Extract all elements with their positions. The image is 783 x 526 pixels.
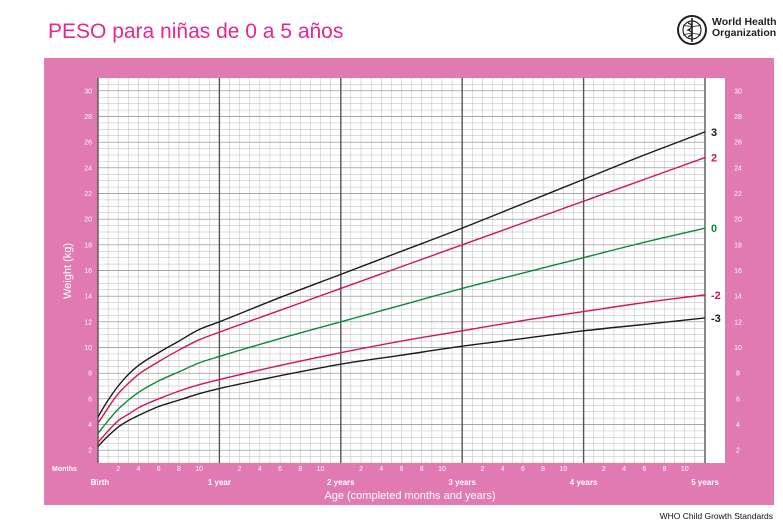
series-label--2: -2 xyxy=(711,290,721,302)
y-tick-label-left: 14 xyxy=(84,294,92,301)
month-tick-label: 6 xyxy=(278,466,282,473)
y-tick-label-right: 6 xyxy=(736,396,740,403)
y-tick-label-left: 26 xyxy=(84,140,92,147)
chart-title: PESO para niñas de 0 a 5 años xyxy=(48,20,344,43)
month-tick-label: 6 xyxy=(642,466,646,473)
month-tick-label: 6 xyxy=(521,466,525,473)
who-emblem-icon xyxy=(677,15,707,45)
x-axis-label: Age (completed months and years) xyxy=(324,490,495,502)
month-tick-label: 8 xyxy=(298,466,302,473)
footer-source: WHO Child Growth Standards xyxy=(659,511,773,521)
y-tick-label-right: 18 xyxy=(734,242,742,249)
organization-name-line2: Organization xyxy=(712,27,777,39)
month-tick-label: 2 xyxy=(359,466,363,473)
month-tick-label: 2 xyxy=(116,466,120,473)
series-label-2: 2 xyxy=(711,153,717,165)
y-tick-label-right: 28 xyxy=(734,114,742,121)
y-tick-label-right: 26 xyxy=(734,140,742,147)
month-tick-label: 4 xyxy=(379,466,383,473)
curve-labels: 3 2 0 -2 -3 xyxy=(711,127,721,325)
y-tick-label-right: 8 xyxy=(736,371,740,378)
month-tick-label: 8 xyxy=(420,466,424,473)
month-tick-label: 10 xyxy=(195,466,203,473)
grid xyxy=(97,77,706,464)
y-tick-label-right: 20 xyxy=(734,217,742,224)
y-tick-label-left: 22 xyxy=(84,191,92,198)
y-tick-label-right: 2 xyxy=(736,448,740,455)
month-tick-label: 2 xyxy=(602,466,606,473)
y-tick-label-right: 16 xyxy=(734,268,742,275)
series-line-3 xyxy=(97,131,706,418)
series-line--2 xyxy=(97,294,706,443)
month-tick-label: 4 xyxy=(622,466,626,473)
year-tick-label: 2 years xyxy=(327,478,355,487)
month-tick-label: 2 xyxy=(238,466,242,473)
x-ticks: Months 2 4 6 8 10 2 4 6 8 10 2 4 6 8 10 2 4 6 8 10 2 4 6 8 10 Birt… xyxy=(52,466,719,487)
who-logo: World Health Organization xyxy=(676,14,777,46)
month-tick-label: 4 xyxy=(501,466,505,473)
y-tick-label-right: 22 xyxy=(734,191,742,198)
organization-name-line1: World Health xyxy=(712,16,777,28)
curves xyxy=(97,131,706,447)
series-label-0: 0 xyxy=(711,223,717,235)
year-tick-label: 5 years xyxy=(691,478,719,487)
series-line-2 xyxy=(97,156,706,424)
y-tick-label-left: 16 xyxy=(84,268,92,275)
y-tick-label-right: 12 xyxy=(734,319,742,326)
y-tick-label-left: 28 xyxy=(84,114,92,121)
month-tick-label: 4 xyxy=(137,466,141,473)
y-tick-label-left: 18 xyxy=(84,242,92,249)
y-tick-label-left: 6 xyxy=(88,396,92,403)
y-tick-label-right: 14 xyxy=(734,294,742,301)
y-tick-label-right: 30 xyxy=(734,88,742,95)
month-tick-label: 2 xyxy=(480,466,484,473)
y-tick-label-left: 12 xyxy=(84,319,92,326)
y-tick-label-left: 30 xyxy=(84,88,92,95)
y-tick-label-right: 4 xyxy=(736,422,740,429)
month-tick-label: 8 xyxy=(541,466,545,473)
organization-name: World Health Organization xyxy=(712,17,777,39)
month-tick-label: 10 xyxy=(681,466,689,473)
month-tick-label: 6 xyxy=(157,466,161,473)
year-tick-label: 1 year xyxy=(208,478,231,487)
y-tick-label-left: 8 xyxy=(88,371,92,378)
month-tick-label: 10 xyxy=(438,466,446,473)
series-line-0 xyxy=(97,227,706,434)
series-line--3 xyxy=(97,317,706,447)
month-tick-label: 10 xyxy=(559,466,567,473)
month-tick-label: 10 xyxy=(317,466,325,473)
month-tick-label: 6 xyxy=(400,466,404,473)
y-tick-label-right: 10 xyxy=(734,345,742,352)
year-tick-label: Birth xyxy=(91,478,110,487)
y-tick-label-left: 4 xyxy=(88,422,92,429)
year-tick-label: 3 years xyxy=(448,478,476,487)
y-tick-label-right: 24 xyxy=(734,165,742,172)
series-label-3: 3 xyxy=(711,127,717,139)
month-tick-label: 8 xyxy=(663,466,667,473)
series-label--3: -3 xyxy=(711,313,721,325)
y-axis-label: Weight (kg) xyxy=(62,243,74,299)
y-tick-label-left: 20 xyxy=(84,217,92,224)
month-axis-label: Months xyxy=(52,466,77,473)
y-tick-label-left: 10 xyxy=(84,345,92,352)
month-tick-label: 4 xyxy=(258,466,262,473)
year-tick-label: 4 years xyxy=(570,478,598,487)
y-tick-label-left: 24 xyxy=(84,165,92,172)
y-tick-label-left: 2 xyxy=(88,448,92,455)
month-tick-label: 8 xyxy=(177,466,181,473)
